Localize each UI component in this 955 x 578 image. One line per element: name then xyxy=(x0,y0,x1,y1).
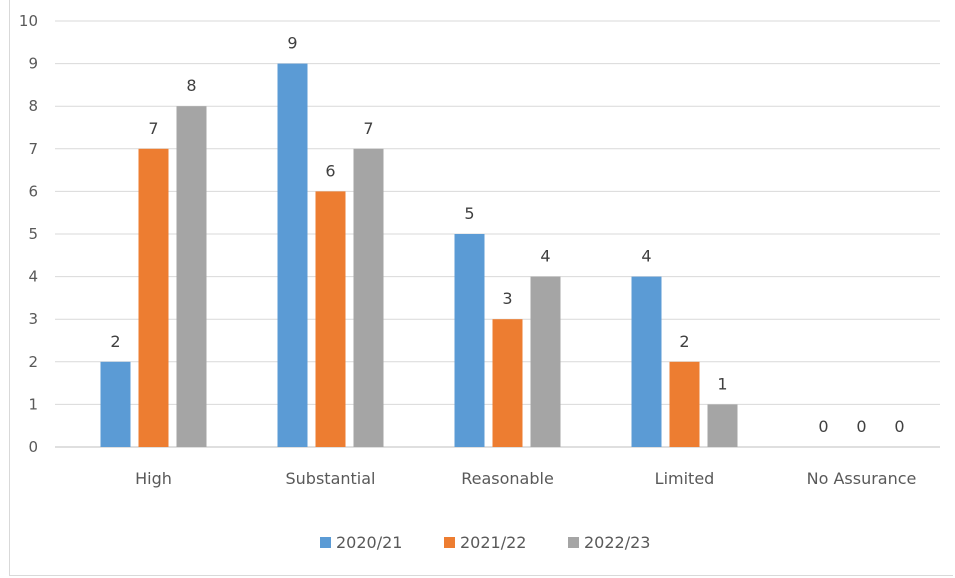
bar-2020-21-limited xyxy=(631,276,662,447)
data-label: 2 xyxy=(679,332,689,351)
bar-2021-22-high xyxy=(138,148,169,448)
bar-2021-22-substantial xyxy=(315,191,346,447)
y-tick-label: 9 xyxy=(28,55,38,73)
y-tick-label: 6 xyxy=(28,182,38,200)
legend: 2020/21 2021/22 2022/23 xyxy=(320,533,650,552)
bars xyxy=(100,63,738,448)
data-labels: 2 7 8 9 6 7 5 3 4 4 2 1 0 0 0 xyxy=(110,34,904,436)
chart-frame xyxy=(9,0,953,576)
legend-swatch xyxy=(568,537,579,548)
y-tick-label: 1 xyxy=(28,395,38,413)
category-label: Substantial xyxy=(286,469,376,488)
y-tick-label: 2 xyxy=(28,353,38,371)
legend-label: 2022/23 xyxy=(584,533,650,552)
data-label: 1 xyxy=(717,374,727,393)
data-label: 4 xyxy=(540,247,550,266)
bar-2022-23-reasonable xyxy=(530,276,561,447)
category-label: Reasonable xyxy=(461,469,554,488)
category-label: Limited xyxy=(655,469,715,488)
legend-label: 2021/22 xyxy=(460,533,526,552)
data-label: 0 xyxy=(894,417,904,436)
legend-swatch xyxy=(320,537,331,548)
legend-swatch xyxy=(444,537,455,548)
y-tick-label: 5 xyxy=(28,225,38,243)
category-label: High xyxy=(135,469,172,488)
bar-2022-23-high xyxy=(176,106,207,447)
data-label: 9 xyxy=(287,34,297,53)
y-tick-label: 3 xyxy=(28,310,38,328)
data-label: 7 xyxy=(148,119,158,138)
legend-label: 2020/21 xyxy=(336,533,402,552)
bar-2020-21-substantial xyxy=(277,63,308,447)
bar-2021-22-reasonable xyxy=(492,319,523,447)
y-tick-label: 8 xyxy=(28,97,38,115)
data-label: 0 xyxy=(856,417,866,436)
category-label: No Assurance xyxy=(807,469,917,488)
bar-2021-22-limited xyxy=(669,361,700,447)
y-tick-label: 4 xyxy=(28,268,38,286)
data-label: 0 xyxy=(818,417,828,436)
x-axis-categories: High Substantial Reasonable Limited No Assur… xyxy=(135,469,916,488)
bar-2022-23-substantial xyxy=(353,148,384,448)
y-axis-ticks: 0 1 2 3 4 5 6 7 8 9 10 xyxy=(19,12,38,456)
y-tick-label: 7 xyxy=(28,140,38,158)
y-tick-label: 10 xyxy=(19,12,38,30)
data-label: 2 xyxy=(110,332,120,351)
data-label: 5 xyxy=(464,204,474,223)
bar-2020-21-reasonable xyxy=(454,234,485,447)
bar-2022-23-limited xyxy=(707,404,738,447)
data-label: 3 xyxy=(502,289,512,308)
data-label: 4 xyxy=(641,247,651,266)
data-label: 7 xyxy=(363,119,373,138)
y-tick-label: 0 xyxy=(28,438,38,456)
bar-2020-21-high xyxy=(100,361,131,447)
data-label: 6 xyxy=(325,161,335,180)
data-label: 8 xyxy=(186,76,196,95)
